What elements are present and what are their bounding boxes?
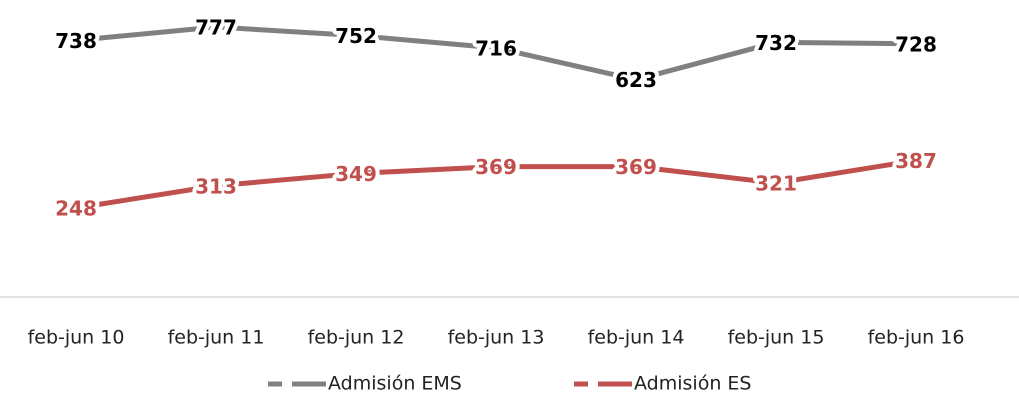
x-tick-label: feb-jun 15 [728,327,825,349]
data-label: 738 [55,29,97,53]
data-label: 321 [755,172,797,196]
data-label: 716 [475,36,517,60]
data-label: 752 [335,24,377,48]
legend-label: Admisión EMS [328,373,462,395]
data-label: 623 [615,68,657,92]
series-line [75,24,917,83]
data-label: 369 [615,155,657,179]
data-label: 248 [55,197,97,221]
x-tick-label: feb-jun 14 [588,327,685,349]
data-label: 313 [195,174,237,198]
x-tick-label: feb-jun 13 [448,327,545,349]
legend-label: Admisión ES [634,373,751,395]
data-label: 728 [895,32,937,56]
data-label: 777 [195,16,237,40]
x-tick-label: feb-jun 12 [308,327,405,349]
data-label: 387 [895,149,937,173]
x-tick-label: feb-jun 11 [168,327,265,349]
data-label: 369 [475,155,517,179]
x-tick-label: feb-jun 10 [28,327,125,349]
series-line [75,157,917,211]
x-tick-label: feb-jun 16 [868,327,965,349]
data-label: 349 [335,162,377,186]
data-label: 732 [755,31,797,55]
